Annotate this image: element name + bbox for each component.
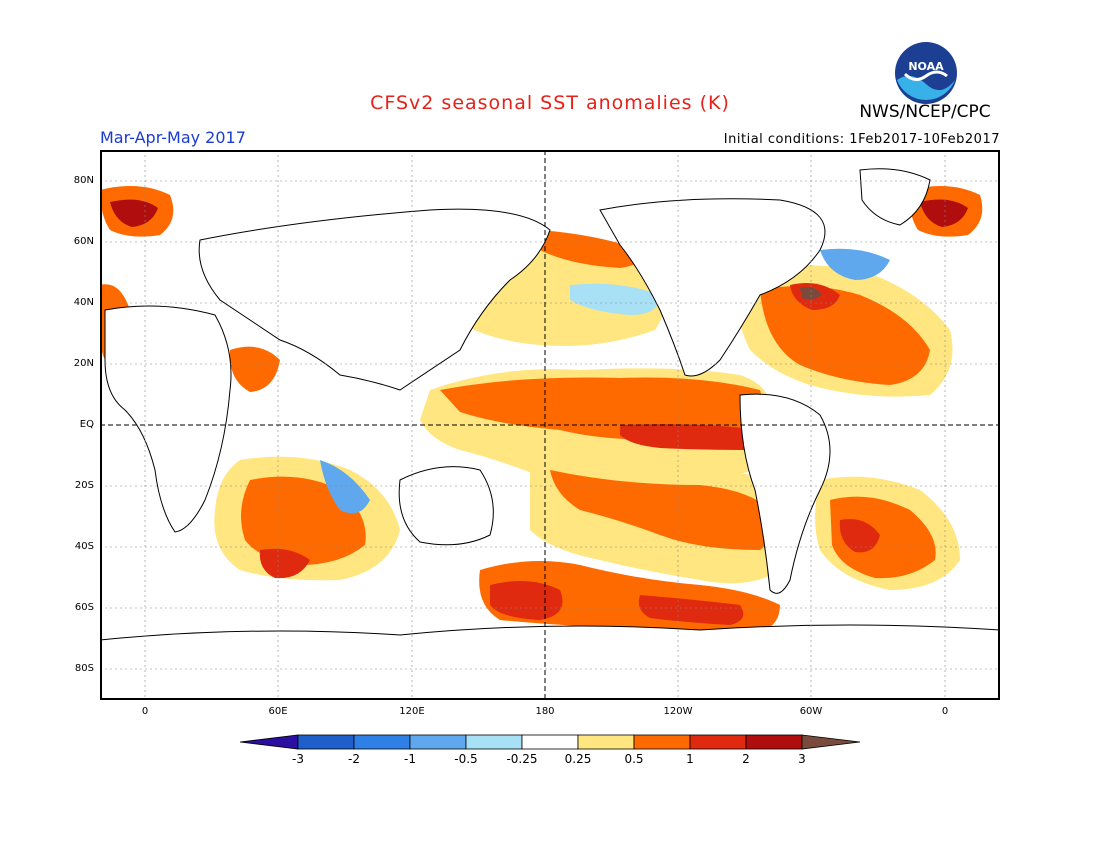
colorbar-tick-label: 3 <box>798 752 806 766</box>
map-title: CFSv2 seasonal SST anomalies (K) <box>370 92 730 114</box>
colorbar-swatch <box>353 734 411 750</box>
lon-label-0-east: 0 <box>941 706 949 717</box>
lat-label-60s: 60S <box>74 602 94 613</box>
lon-label-0: 0 <box>141 706 149 717</box>
season-label: Mar-Apr-May 2017 <box>100 128 246 147</box>
svg-text:NOAA: NOAA <box>908 60 944 73</box>
colorbar-tick-label: 2 <box>742 752 750 766</box>
lon-label-120w: 120W <box>663 706 693 717</box>
colorbar-tick-label: 1 <box>686 752 694 766</box>
map-border <box>100 150 1000 700</box>
colorbar-tick-label: -1 <box>404 752 416 766</box>
colorbar-swatch <box>689 734 747 750</box>
colorbar-tick-label: 0.5 <box>624 752 644 766</box>
colorbar-tick-label: -3 <box>292 752 304 766</box>
sst-anomaly-map <box>100 150 1000 700</box>
colorbar-low-arrow <box>240 734 299 750</box>
colorbar-swatch <box>745 734 803 750</box>
colorbar-high-arrow <box>801 734 860 750</box>
colorbar-swatch <box>409 734 467 750</box>
colorbar-tick-label: -0.25 <box>506 752 538 766</box>
lat-label-40n: 40N <box>73 297 94 308</box>
lon-label-120e: 120E <box>399 706 425 717</box>
colorbar-swatch <box>465 734 523 750</box>
lat-label-80s: 80S <box>74 663 94 674</box>
initial-conditions-label: Initial conditions: 1Feb2017-10Feb2017 <box>723 132 1000 147</box>
lat-label-eq: EQ <box>79 419 94 430</box>
equator-dateline <box>100 150 1000 700</box>
lon-label-60w: 60W <box>799 706 823 717</box>
colorbar-swatch <box>633 734 691 750</box>
lat-label-20n: 20N <box>73 358 94 369</box>
lon-label-180: 180 <box>535 706 555 717</box>
continents <box>100 168 1000 700</box>
lat-label-20s: 20S <box>74 480 94 491</box>
noaa-logo: NOAA <box>895 42 957 104</box>
colorbar-swatch <box>297 734 355 750</box>
colorbar-swatch <box>577 734 635 750</box>
colorbar-tick-label: -2 <box>348 752 360 766</box>
colorbar-tick-label: -0.5 <box>454 752 478 766</box>
organization-label: NWS/NCEP/CPC <box>859 102 991 122</box>
colorbar-swatch <box>521 734 579 750</box>
colorbar <box>240 734 860 750</box>
lon-label-60e: 60E <box>268 706 288 717</box>
lat-label-80n: 80N <box>73 175 94 186</box>
lat-label-60n: 60N <box>73 236 94 247</box>
colorbar-tick-label: 0.25 <box>564 752 592 766</box>
lat-label-40s: 40S <box>74 541 94 552</box>
